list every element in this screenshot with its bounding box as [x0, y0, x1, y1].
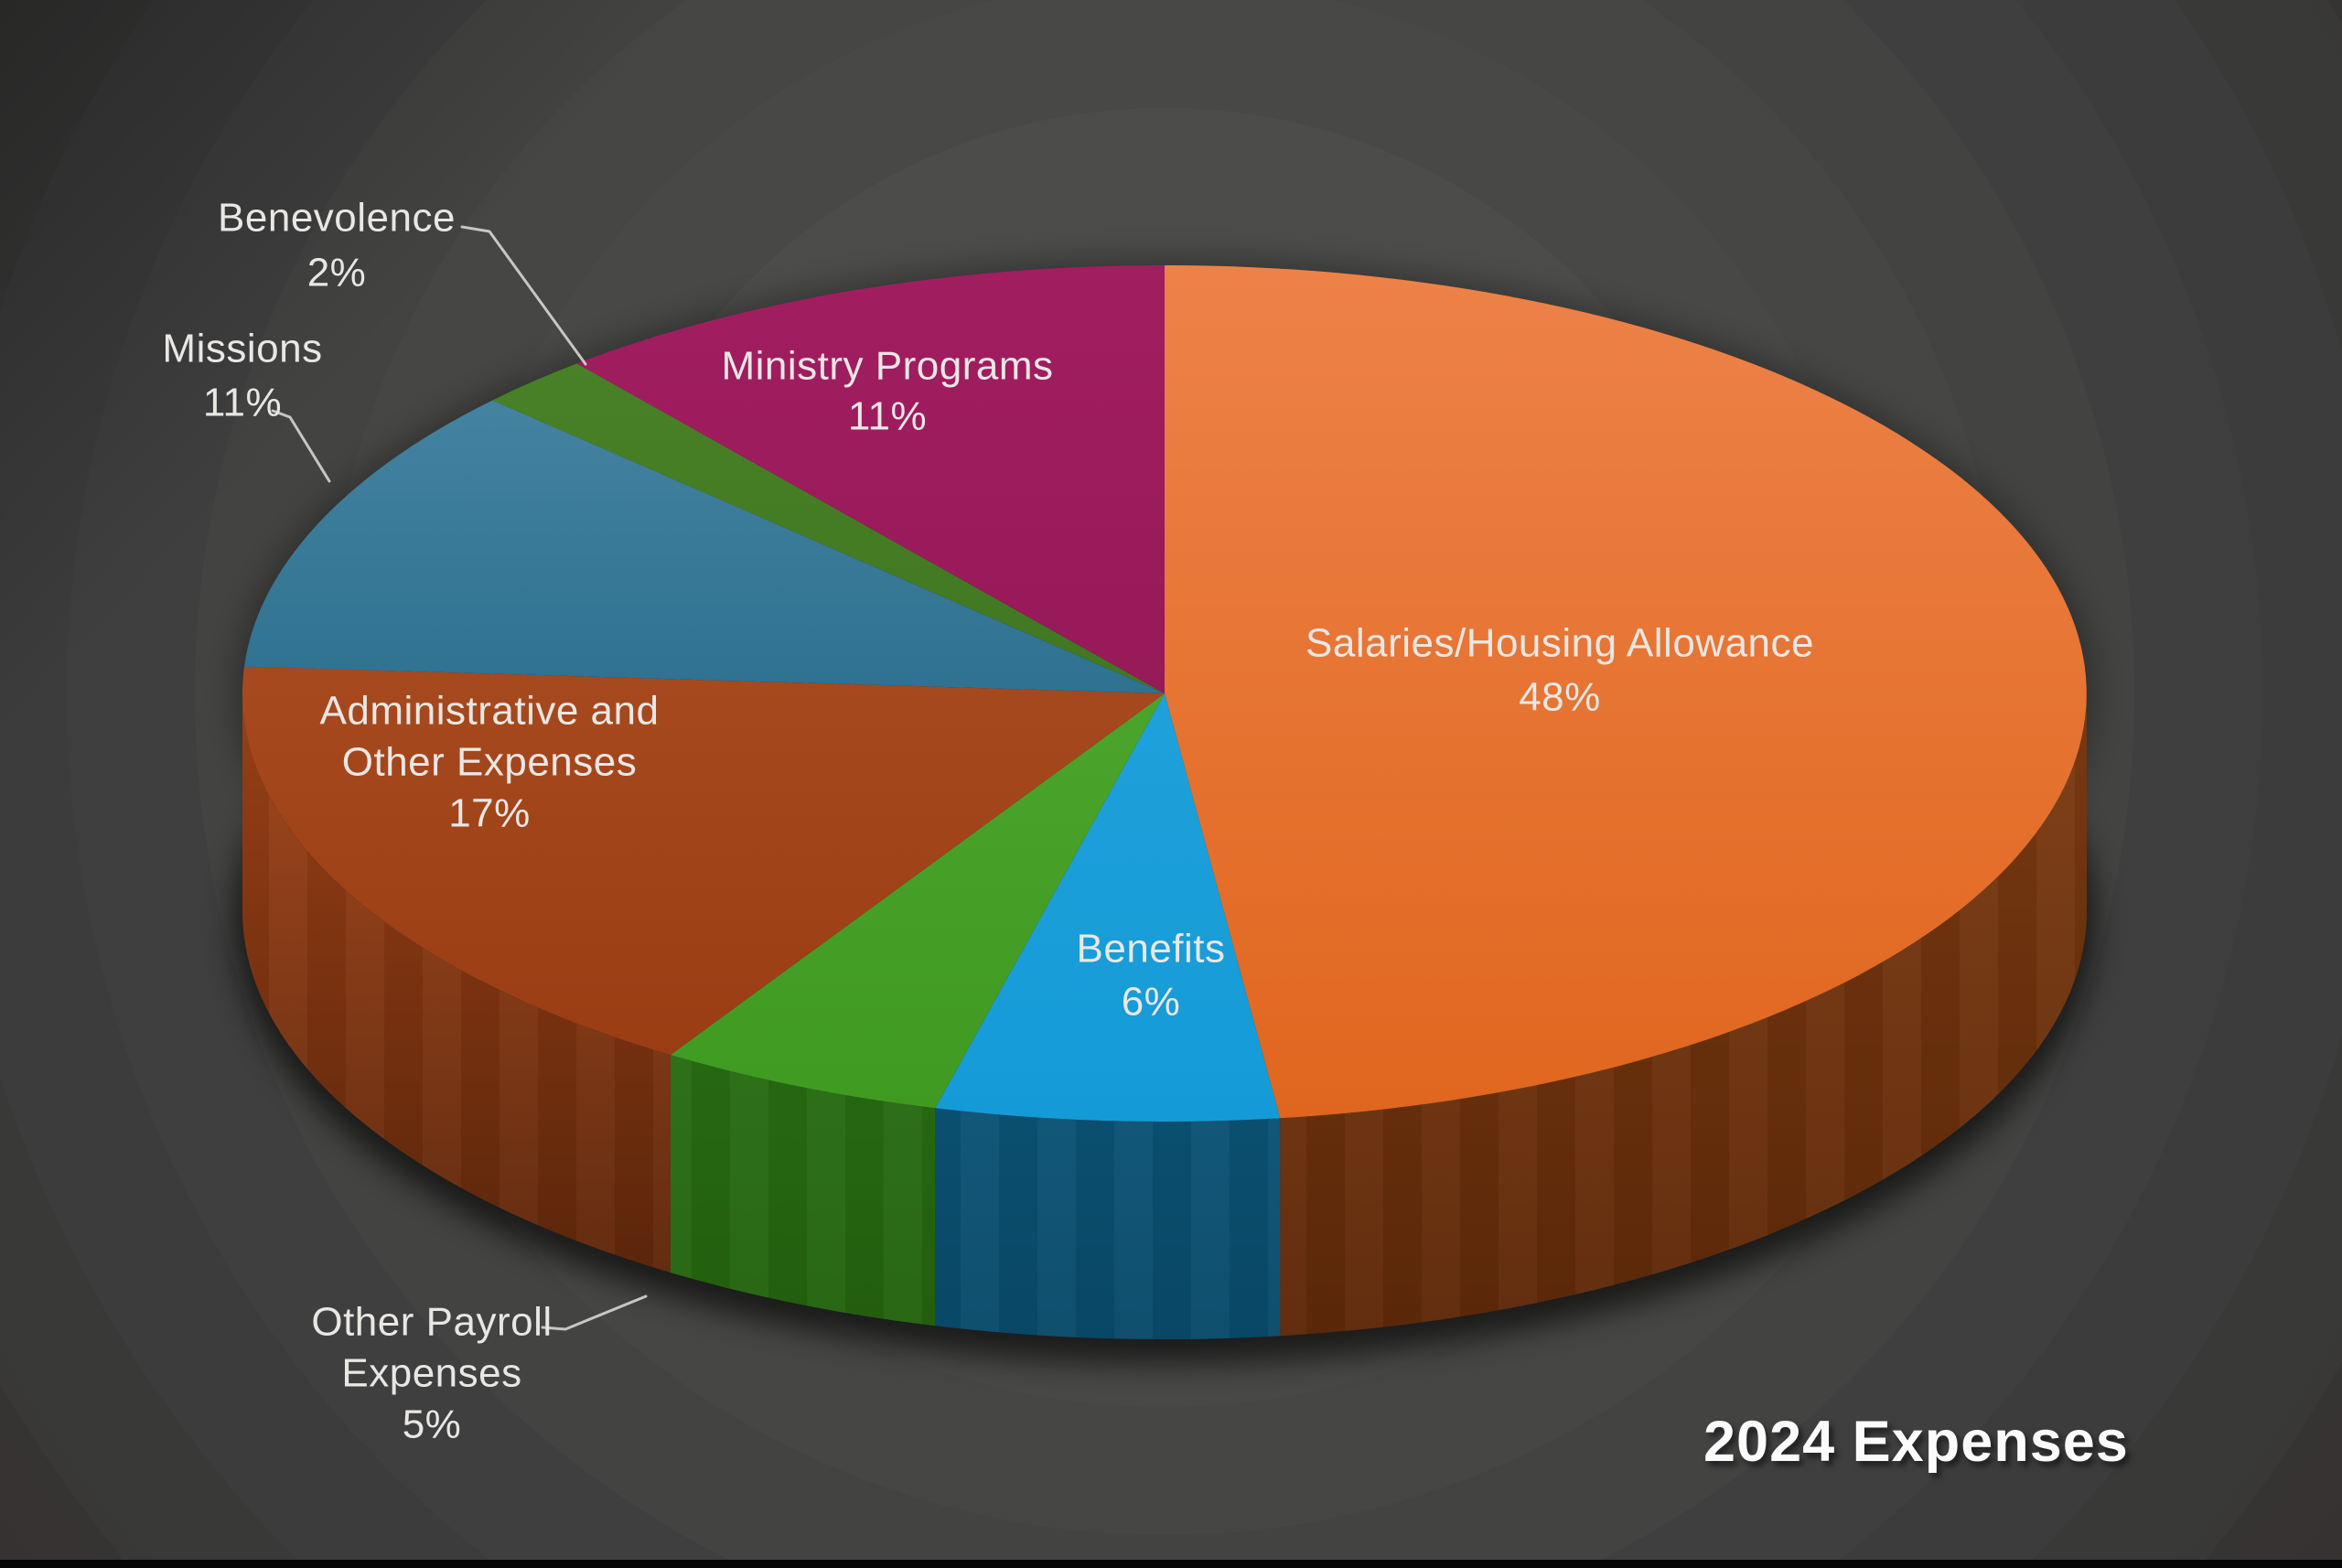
slice-label-ministry-programs-line-1: 11%	[848, 394, 927, 439]
bottom-edge-bar	[0, 1560, 2342, 1568]
chart-title: 2024 Expenses	[1703, 1410, 2129, 1474]
slice-label-benevolence-line-1: 2%	[307, 251, 367, 295]
slice-label-other-payroll-expenses-line-0: Other Payroll	[311, 1300, 552, 1345]
slice-label-other-payroll-expenses-line-2: 5%	[403, 1402, 462, 1447]
pie-slice-side-facets-salaries-housing-allowance	[1280, 693, 2087, 1337]
slice-label-benevolence-line-0: Benevolence	[218, 196, 456, 241]
slice-label-missions-line-1: 11%	[203, 381, 282, 425]
pie-slice-benevolence	[492, 363, 1165, 693]
leader-line-other-payroll-expenses	[541, 1294, 648, 1331]
slice-label-other-payroll-expenses-line-1: Expenses	[341, 1351, 521, 1396]
pie-tops	[242, 265, 2087, 1122]
pie-slice-salaries-housing-allowance	[1165, 265, 2087, 1119]
slice-label-ministry-programs-line-0: Ministry Programs	[722, 344, 1054, 389]
slice-label-salaries-housing-allowance-line-0: Salaries/Housing Allowance	[1305, 621, 1814, 666]
slice-label-salaries-housing-allowance-line-1: 48%	[1519, 675, 1601, 720]
slice-labels: Salaries/Housing Allowance 48% Benefits 6% O…	[162, 196, 1814, 1447]
slice-label-administrative-and-other-expenses-line-1: Other Expenses	[342, 740, 638, 785]
leader-line-missions	[271, 409, 331, 483]
pie-slice-missions	[244, 400, 1165, 693]
pie-slice-side-facets-other-payroll-expenses	[670, 1055, 936, 1326]
pie-slice-administrative-and-other-expenses	[242, 666, 1165, 1056]
pie-sides	[242, 693, 2087, 1339]
slice-label-administrative-and-other-expenses-line-0: Administrative and	[320, 689, 660, 734]
leader-line-benevolence	[460, 225, 587, 366]
pie-slice-side-facets-benefits	[935, 1108, 1281, 1339]
slice-label-missions-line-0: Missions	[162, 327, 322, 371]
pie-slice-benefits	[935, 693, 1281, 1122]
leader-lines	[271, 225, 648, 1331]
slice-label-benefits-line-1: 6%	[1122, 980, 1181, 1025]
pie-slice-side-facets-administrative-and-other-expenses	[242, 693, 671, 1273]
slice-label-benefits-line-0: Benefits	[1077, 927, 1226, 972]
pie-slice-ministry-programs	[576, 265, 1165, 693]
slice-label-administrative-and-other-expenses-line-2: 17%	[448, 791, 531, 836]
pie-slice-other-payroll-expenses	[670, 693, 1165, 1109]
